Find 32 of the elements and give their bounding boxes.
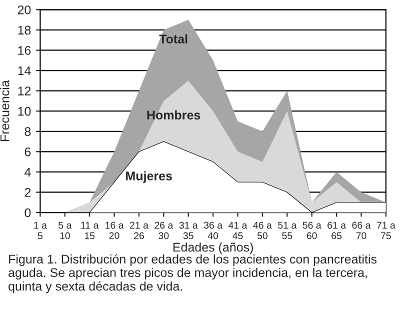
x-axis-title: Edades (años) [173,242,253,254]
y-tick-label: 12 [18,86,31,96]
y-axis-title: Frecuencia [0,80,10,141]
x-tick-label: 41 a 45 [228,222,248,240]
x-tick-label: 66 a 70 [352,222,371,240]
x-tick-label: 5 a 10 [58,222,72,240]
x-tick-label: 51 a 55 [278,222,297,240]
x-tick-label: 31 a 35 [179,222,198,240]
x-tick-label: 56 a 60 [302,222,322,240]
x-tick-label: 61 a 65 [328,222,346,240]
y-tick-label: 6 [24,147,31,156]
y-tick-label: 14 [18,66,31,76]
text: Figura 1. Distribución por edades de los pacientes con pancreatitis aguda. Se aprecian tres picos de mayor incidencia, en la tercera, quinta y sexta décadas de vida. [8,254,377,294]
x-tick-label: 26 a 30 [154,222,174,240]
y-tick-label: 2 [24,188,31,197]
series-label: Mujeres [126,171,172,183]
series-label: Hombres [147,110,200,120]
x-tick-label: 11 a 15 [81,222,99,240]
x-tick-label: 16 a 20 [106,222,124,240]
y-tick-label: 4 [24,168,31,176]
y-tick-label: 20 [18,5,31,14]
y-tick-label: 18 [18,26,31,35]
y-tick-label: 8 [24,127,31,136]
x-tick-label: 36 a 40 [204,222,223,240]
y-tick-label: 0 [24,208,31,218]
x-tick-label: 71 a 75 [376,222,396,240]
series-label: Total [159,34,188,44]
x-tick-label: 46 a 50 [253,222,272,240]
x-tick-label: 1 a 5 [34,222,47,240]
y-tick-label: 10 [18,106,31,116]
x-tick-label: 21 a 26 [130,222,148,240]
y-tick-label: 16 [18,46,31,55]
